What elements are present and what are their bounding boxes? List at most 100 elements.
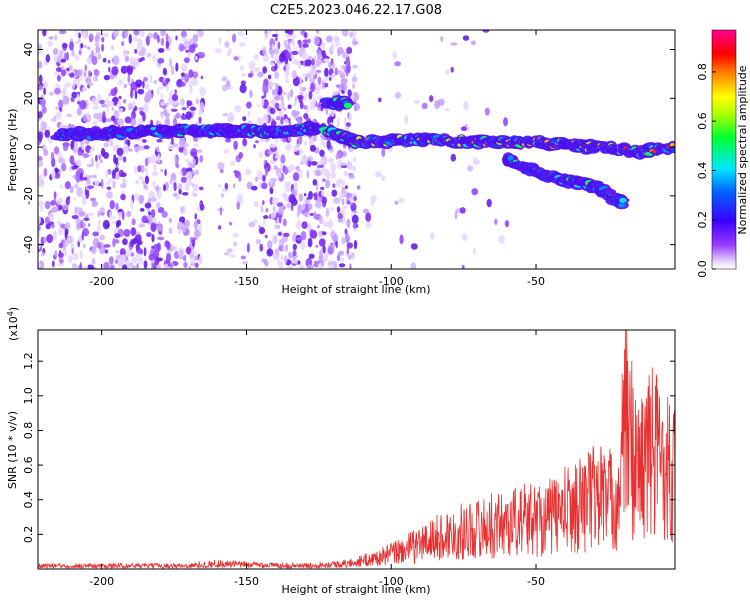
x-tick-label: -200 (89, 275, 114, 288)
noise-speck (278, 110, 284, 119)
noise-speck (86, 163, 94, 168)
noise-speck (87, 223, 91, 227)
y-tick-label: 0.2 (22, 526, 35, 544)
noise-speck (160, 93, 164, 99)
noise-speck (220, 193, 225, 198)
noise-speck (219, 206, 223, 216)
noise-speck (195, 98, 200, 105)
noise-speck (170, 108, 178, 112)
noise-speck (298, 193, 304, 202)
noise-speck (274, 102, 280, 110)
noise-speck (199, 203, 205, 211)
noise-speck (328, 112, 334, 117)
noise-speck (199, 155, 204, 163)
noise-speck (137, 165, 142, 173)
noise-speck (180, 30, 187, 38)
noise-speck (269, 143, 277, 149)
noise-speck (317, 76, 322, 85)
noise-speck (128, 33, 133, 44)
noise-speck (154, 255, 160, 266)
noise-speck (195, 55, 198, 61)
noise-speck (139, 207, 145, 212)
noise-speck (352, 40, 359, 45)
noise-speck (119, 248, 126, 257)
noise-speck (58, 99, 64, 109)
noise-speck (298, 39, 302, 48)
noise-speck (144, 219, 150, 223)
noise-speck (115, 202, 119, 211)
noise-speck (315, 182, 319, 192)
noise-speck (196, 149, 203, 153)
noise-speck (276, 202, 284, 208)
noise-speck (111, 115, 116, 122)
noise-speck (313, 260, 321, 264)
noise-speck (283, 107, 287, 111)
noise-speck (79, 172, 84, 182)
noise-speck (121, 40, 125, 47)
noise-speck (377, 97, 382, 103)
noise-speck (189, 106, 197, 111)
noise-speck (59, 183, 63, 190)
noise-speck (254, 67, 261, 73)
noise-speck (54, 70, 61, 76)
noise-speck (321, 50, 326, 58)
noise-speck (142, 139, 147, 143)
noise-speck (128, 148, 133, 152)
noise-speck (130, 227, 136, 237)
noise-speck (334, 233, 338, 243)
noise-speck (306, 264, 314, 269)
noise-speck (90, 50, 95, 59)
noise-speck (39, 98, 46, 107)
noise-speck (93, 174, 98, 179)
colorbar-tick-label: 0.2 (696, 211, 709, 229)
noise-speck (337, 212, 343, 220)
noise-speck (160, 101, 166, 106)
noise-speck (461, 264, 465, 269)
noise-speck (131, 256, 139, 264)
noise-speck (156, 86, 160, 96)
noise-speck (164, 168, 167, 177)
noise-speck (123, 228, 131, 238)
spectrogram-y-ticks: -40 -20 0 20 40 (22, 43, 675, 254)
noise-speck (71, 263, 78, 269)
noise-speck (284, 69, 290, 78)
noise-speck (302, 203, 306, 210)
noise-speck (82, 243, 86, 249)
noise-speck (194, 255, 199, 261)
noise-speck (70, 243, 75, 249)
noise-speck (291, 38, 296, 48)
noise-speck (192, 33, 199, 43)
noise-speck (283, 255, 288, 264)
noise-speck (250, 185, 258, 191)
noise-speck (100, 103, 108, 108)
spectrogram-heatmap (38, 30, 675, 269)
noise-speck (274, 63, 278, 71)
noise-speck (308, 253, 315, 259)
noise-speck (150, 208, 156, 219)
noise-speck (288, 121, 292, 126)
noise-speck (460, 126, 468, 132)
noise-speck (54, 87, 61, 95)
noise-speck (225, 138, 232, 143)
noise-speck (144, 168, 149, 173)
noise-speck (164, 112, 170, 118)
noise-speck (87, 46, 91, 50)
noise-speck (274, 71, 280, 80)
noise-speck (47, 40, 54, 47)
noise-speck (102, 32, 109, 38)
noise-speck (114, 110, 118, 115)
noise-speck (82, 86, 87, 93)
noise-speck (183, 40, 191, 49)
noise-speck (454, 210, 458, 220)
noise-speck (97, 219, 101, 225)
noise-speck (233, 170, 238, 174)
noise-speck (156, 202, 161, 209)
noise-speck (220, 168, 224, 174)
noise-speck (106, 191, 113, 199)
noise-speck (84, 44, 88, 49)
noise-speck (410, 243, 418, 250)
noise-speck (66, 235, 74, 244)
noise-speck (298, 264, 306, 269)
noise-speck (322, 245, 326, 254)
